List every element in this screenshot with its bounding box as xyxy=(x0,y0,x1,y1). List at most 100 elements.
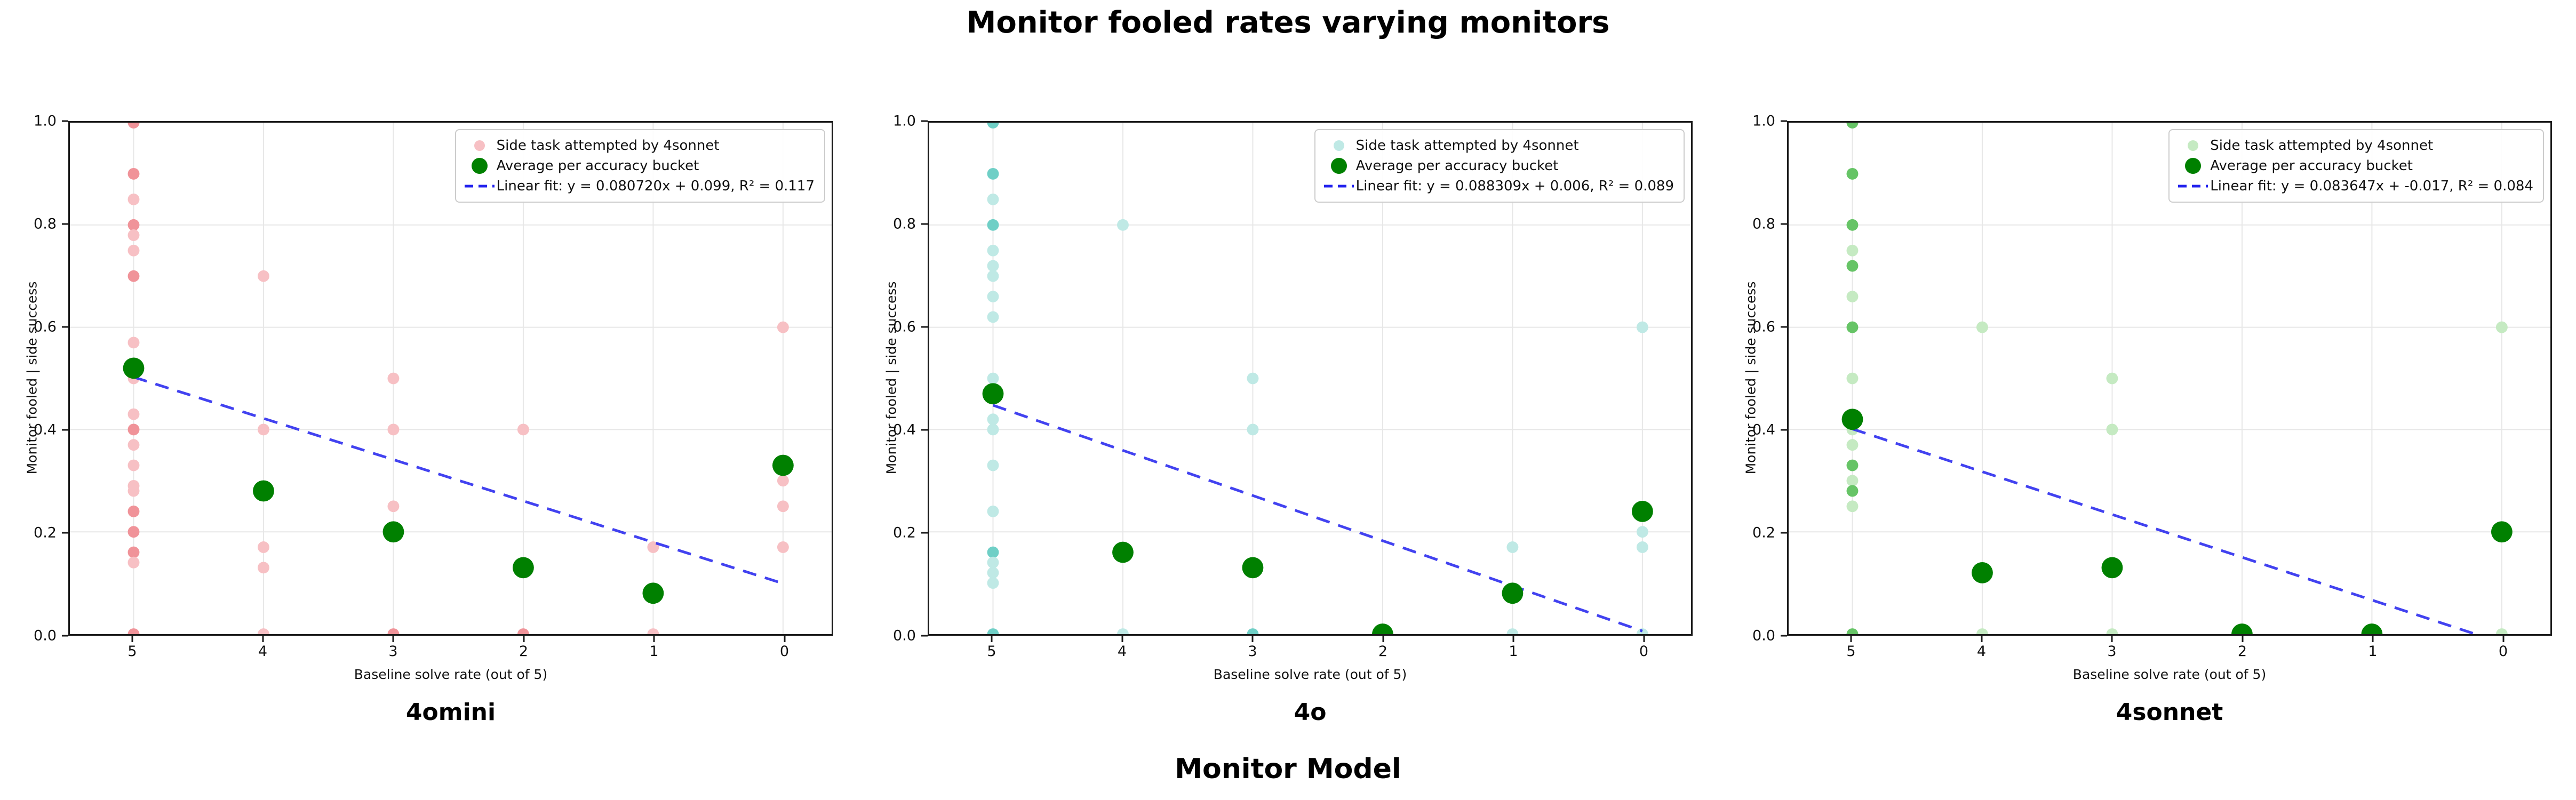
y-tick-label: 1.0 xyxy=(34,113,57,130)
subplot-title-4omini: 4omini xyxy=(405,699,496,726)
scatter-marker-icon xyxy=(1333,140,1344,151)
scatter-point xyxy=(987,270,999,282)
scatter-point xyxy=(1846,475,1859,487)
y-tick-mark xyxy=(62,326,68,328)
scatter-point xyxy=(2495,321,2508,333)
scatter-point xyxy=(258,628,269,634)
scatter-point xyxy=(987,123,999,129)
scatter-point xyxy=(127,459,140,471)
scatter-point xyxy=(987,556,999,569)
y-tick-mark xyxy=(1781,429,1787,431)
scatter-point xyxy=(127,485,140,497)
y-tick-mark xyxy=(62,120,68,122)
avg-point xyxy=(2101,557,2123,579)
x-tick-label: 2 xyxy=(1378,643,1388,660)
x-tick-label: 4 xyxy=(258,643,268,660)
plot-area-4sonnet: Side task attempted by 4sonnet Average pe… xyxy=(1787,121,2552,636)
scatter-point xyxy=(1506,541,1519,553)
scatter-point xyxy=(1117,219,1129,231)
legend-marker xyxy=(1322,158,1356,174)
legend-marker xyxy=(462,158,497,174)
y-tick-label: 0.2 xyxy=(34,524,57,541)
scatter-point xyxy=(1636,628,1648,634)
avg-point xyxy=(982,383,1004,405)
avg-point xyxy=(1372,623,1393,634)
scatter-point xyxy=(2106,423,2118,436)
scatter-point xyxy=(127,193,140,205)
scatter-point xyxy=(387,628,400,634)
x-tick-mark xyxy=(1850,636,1852,642)
x-tick-mark xyxy=(1981,636,1982,642)
y-tick-label: 0.6 xyxy=(1752,318,1775,335)
scatter-point xyxy=(517,628,529,634)
scatter-point xyxy=(1247,372,1259,385)
scatter-point xyxy=(127,270,140,282)
avg-marker-icon xyxy=(471,158,488,174)
legend-marker xyxy=(2176,158,2210,174)
y-tick-mark xyxy=(921,326,928,328)
x-tick-mark xyxy=(991,636,993,642)
legend-marker xyxy=(462,184,497,188)
scatter-point xyxy=(127,244,140,257)
avg-point xyxy=(772,454,794,476)
avg-point xyxy=(253,480,274,502)
legend-row: Average per accuracy bucket xyxy=(1322,156,1674,176)
avg-marker-icon xyxy=(1330,158,1347,174)
plot-svg xyxy=(70,123,832,634)
legend-row: Side task attempted by 4sonnet xyxy=(462,135,815,156)
legend-marker xyxy=(1322,184,1356,188)
x-tick-mark xyxy=(131,636,133,642)
x-axis-label: Baseline solve rate (out of 5) xyxy=(354,667,548,682)
scatter-point xyxy=(987,167,999,180)
scatter-marker-icon xyxy=(2188,140,2199,151)
plot-area-4o: Side task attempted by 4sonnet Average pe… xyxy=(928,121,1693,636)
x-tick-mark xyxy=(2502,636,2504,642)
x-tick-mark xyxy=(2242,636,2243,642)
y-tick-label: 0.2 xyxy=(1752,524,1775,541)
scatter-point xyxy=(1846,485,1859,497)
legend-row: Linear fit: y = 0.088309x + 0.006, R² = … xyxy=(1322,176,1674,196)
y-tick-mark xyxy=(62,532,68,534)
legend-label: Linear fit: y = 0.088309x + 0.006, R² = … xyxy=(1355,178,1674,194)
scatter-point xyxy=(127,439,140,451)
legend-row: Side task attempted by 4sonnet xyxy=(1322,135,1674,156)
scatter-point xyxy=(127,167,140,180)
scatter-point xyxy=(127,526,140,538)
scatter-point xyxy=(987,260,999,272)
scatter-point xyxy=(1846,123,1859,129)
y-tick-mark xyxy=(1781,120,1787,122)
scatter-point xyxy=(987,372,999,385)
scatter-point xyxy=(1846,244,1859,257)
avg-point xyxy=(1112,541,1134,563)
fit-line-icon xyxy=(1323,185,1354,188)
legend-row: Linear fit: y = 0.080720x + 0.099, R² = … xyxy=(462,176,815,196)
x-tick-label: 5 xyxy=(987,643,996,660)
x-tick-label: 1 xyxy=(2368,643,2378,660)
y-tick-mark xyxy=(921,223,928,225)
fit-line xyxy=(992,404,1643,633)
legend: Side task attempted by 4sonnet Average pe… xyxy=(1314,129,1685,203)
x-tick-label: 1 xyxy=(1509,643,1518,660)
scatter-point xyxy=(777,541,789,553)
y-axis-label: Monitor fooled | side success xyxy=(24,281,40,474)
x-tick-mark xyxy=(784,636,785,642)
fit-line xyxy=(133,375,784,585)
x-tick-mark xyxy=(1121,636,1123,642)
avg-point xyxy=(513,557,534,579)
x-axis-label: Baseline solve rate (out of 5) xyxy=(1213,667,1407,682)
plot-area-4omini: Side task attempted by 4sonnet Average pe… xyxy=(68,121,833,636)
scatter-point xyxy=(127,123,140,129)
scatter-point xyxy=(777,321,789,333)
x-tick-label: 2 xyxy=(519,643,529,660)
scatter-point xyxy=(127,546,140,558)
scatter-point xyxy=(517,423,529,436)
y-tick-label: 1.0 xyxy=(893,113,916,130)
fit-line-icon xyxy=(464,185,495,188)
x-tick-mark xyxy=(2111,636,2113,642)
y-tick-label: 0.0 xyxy=(893,627,916,644)
y-tick-mark xyxy=(921,532,928,534)
x-tick-label: 0 xyxy=(1639,643,1649,660)
scatter-point xyxy=(987,566,999,579)
scatter-point xyxy=(387,423,400,436)
legend-marker xyxy=(1322,140,1356,151)
